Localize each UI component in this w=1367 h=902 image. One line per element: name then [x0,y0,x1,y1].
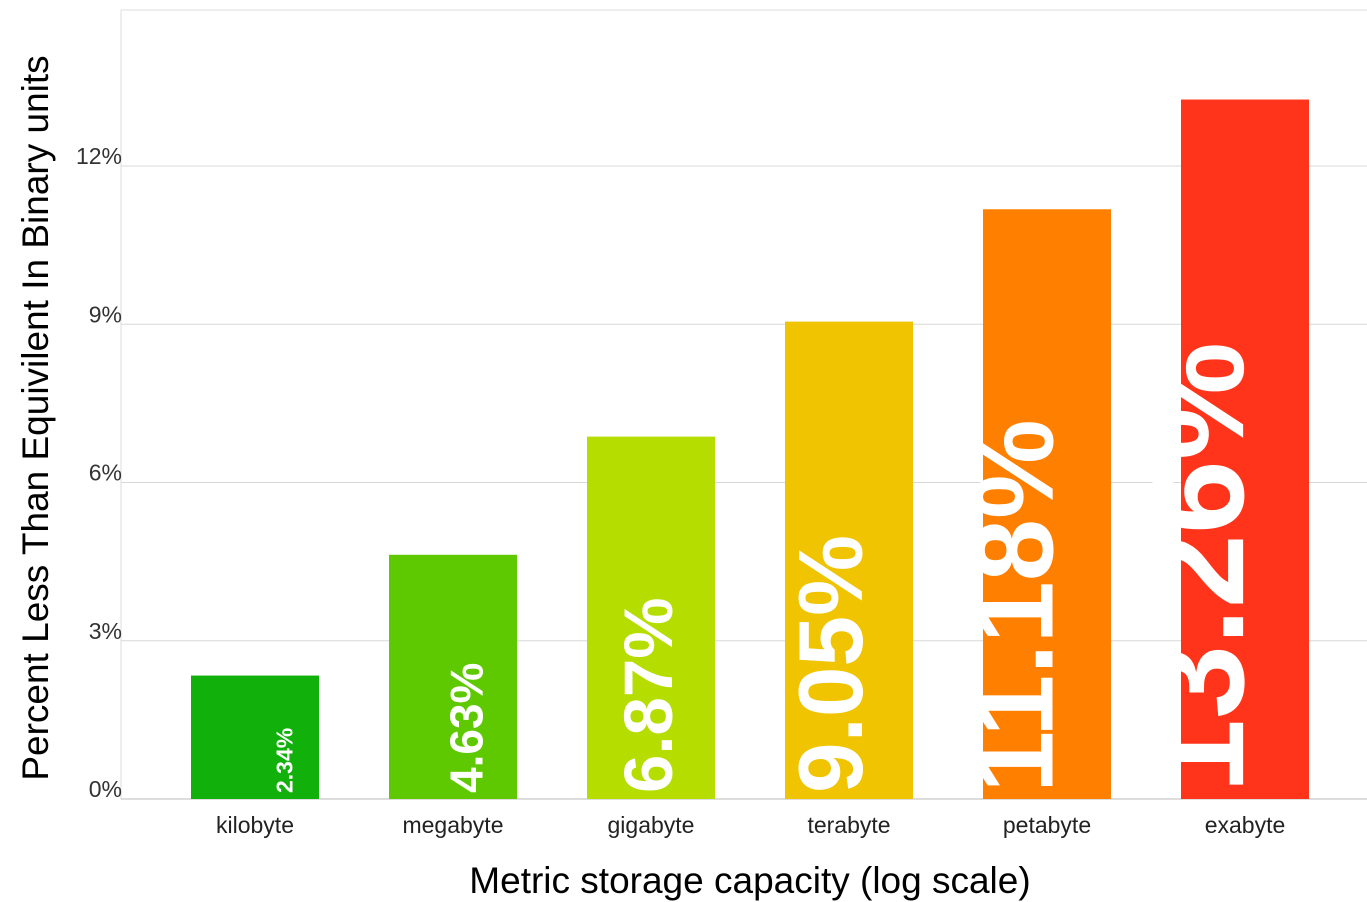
bar-data-labels: 2.34% 4.63% 6.87% 9.05% 11.18% 13.26% [272,342,1272,793]
x-category-label: petabyte [1003,812,1091,838]
x-axis-title: Metric storage capacity (log scale) [469,860,1030,901]
x-category-label: exabyte [1205,812,1286,838]
y-axis-ticks: 0% 3% 6% 9% 12% [76,143,122,802]
bar-data-label: 6.87% [610,597,687,793]
bar-data-label: 2.34% [272,728,298,793]
x-category-label: terabyte [807,812,890,838]
bar-data-label: 13.26% [1124,342,1272,793]
y-tick-label: 0% [89,776,122,802]
bar [191,675,319,799]
y-axis-title: Percent Less Than Equivilent In Binary u… [15,55,56,780]
y-tick-label: 3% [89,618,122,644]
bar-data-label: 9.05% [781,535,882,793]
y-tick-label: 12% [76,143,122,169]
bar [389,554,517,799]
bar [785,321,913,799]
x-category-label: kilobyte [216,812,294,838]
x-axis-categories: kilobyte megabyte gigabyte terabyte petabyte… [216,812,1285,838]
gridlines [120,9,1367,800]
y-tick-label: 9% [89,301,122,327]
bar [587,436,715,799]
bar-data-label: 4.63% [440,663,492,793]
bars [191,99,1309,799]
bar [983,209,1111,799]
bar-data-label: 11.18% [952,419,1077,793]
x-category-label: gigabyte [608,812,695,838]
bar [1181,99,1309,799]
y-tick-label: 6% [89,460,122,486]
x-category-label: megabyte [402,812,503,838]
